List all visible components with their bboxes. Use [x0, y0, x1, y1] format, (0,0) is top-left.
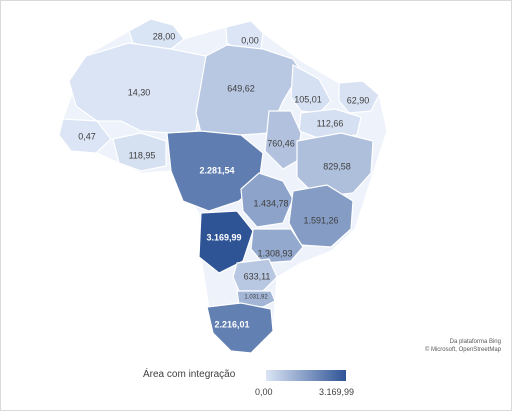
state-region — [236, 290, 276, 308]
credit-line-2: © Microsoft, OpenStreetMap — [424, 347, 501, 353]
state-value-label: 14,30 — [128, 87, 151, 97]
state-value-label: 62,90 — [347, 95, 370, 105]
state-region — [58, 118, 112, 154]
state-region — [288, 184, 354, 248]
state-value-label: 28,00 — [153, 31, 176, 41]
credit-line-1: Da plataforma Bing — [449, 339, 501, 345]
state-value-label: 0,47 — [78, 131, 96, 141]
state-value-label: 3.169,99 — [206, 232, 241, 242]
legend-color-scale — [266, 370, 346, 381]
state-value-label: 2.281,54 — [199, 165, 234, 175]
state-region — [240, 172, 294, 228]
state-value-label: 829,58 — [323, 161, 351, 171]
state-value-label: 1.591,26 — [303, 215, 338, 225]
state-value-label: 118,95 — [129, 150, 156, 160]
state-value-label: 0,00 — [241, 35, 259, 45]
state-value-label: 649,62 — [227, 83, 255, 93]
map-credit: Da plataforma Bing © Microsoft, OpenStre… — [425, 338, 501, 354]
legend-max-label: 3.169,99 — [319, 387, 355, 397]
state-value-label: 105,01 — [294, 94, 322, 104]
state-region — [296, 132, 374, 198]
state-region — [112, 132, 167, 172]
state-value-label: 1.434,78 — [253, 198, 288, 208]
state-value-label: 2.216,01 — [214, 319, 249, 329]
legend-title: Área com integração — [143, 369, 236, 380]
state-value-label: 1.031,92 — [244, 295, 268, 301]
state-value-label: 1.308,93 — [257, 248, 292, 258]
state-value-label: 760,46 — [267, 138, 295, 148]
state-shapes — [58, 18, 388, 354]
state-labels: 28,00 0,00 14,30 649,62 105,01 62,90 0,47 112,6… — [78, 31, 369, 329]
state-value-label: 633,11 — [244, 271, 271, 281]
state-region — [198, 210, 254, 274]
legend-min-label: 0,00 — [255, 387, 273, 397]
state-region — [206, 302, 274, 354]
state-region — [250, 228, 304, 264]
state-value-label: 112,66 — [317, 118, 344, 128]
state-region — [338, 80, 380, 114]
